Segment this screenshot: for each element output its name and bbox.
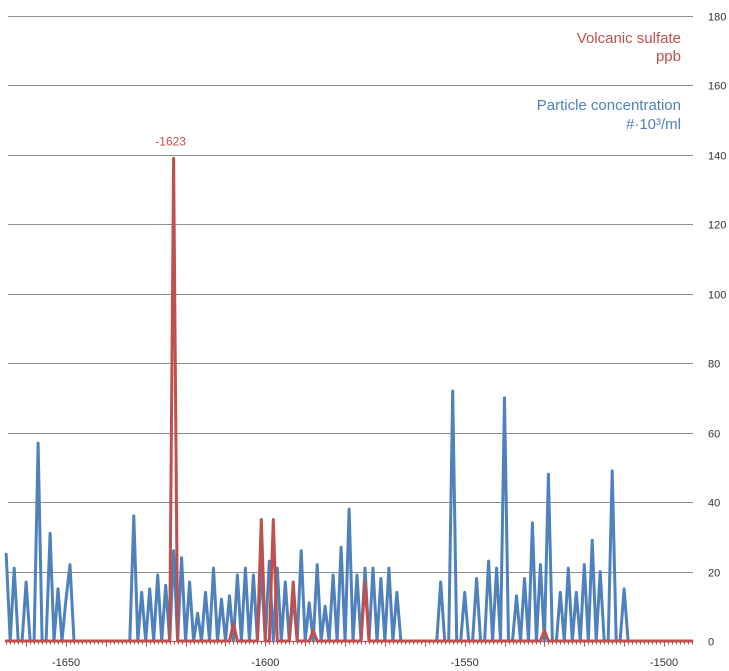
- legend: Volcanic sulfate ppb Particle concentrat…: [537, 30, 681, 133]
- y-tick-label: 180: [708, 12, 726, 24]
- x-tick-label: -1550: [451, 657, 479, 669]
- y-tick-label: 40: [708, 498, 720, 510]
- legend-particle-line2: #·10³/ml: [626, 116, 681, 133]
- grid-layer: 0 20 40 60 80 100 120 140 160 180: [8, 12, 726, 649]
- y-tick-label: 140: [708, 151, 726, 163]
- legend-particle-line1: Particle concentration: [537, 97, 681, 114]
- annotation-label: -1623: [155, 134, 186, 148]
- y-tick-label: 20: [708, 568, 720, 580]
- x-tick-label: -1650: [52, 657, 80, 669]
- y-tick-label: 160: [708, 81, 726, 93]
- x-tick-label: -1600: [251, 657, 279, 669]
- y-tick-label: 100: [708, 290, 726, 302]
- x-axis: -1650 -1600 -1550 -1500: [6, 641, 693, 669]
- legend-sulfate-line2: ppb: [656, 48, 681, 65]
- annotations: -1623: [155, 134, 186, 148]
- series-layer: [4, 156, 694, 643]
- y-tick-label: 0: [708, 637, 714, 649]
- y-tick-label: 120: [708, 220, 726, 232]
- legend-sulfate-line1: Volcanic sulfate: [577, 30, 681, 47]
- series-particle-concentration: [4, 389, 630, 643]
- y-tick-label: 80: [708, 359, 720, 371]
- series-volcanic-sulfate: [4, 156, 694, 643]
- x-tick-label: -1500: [650, 657, 678, 669]
- y-tick-label: 60: [708, 429, 720, 441]
